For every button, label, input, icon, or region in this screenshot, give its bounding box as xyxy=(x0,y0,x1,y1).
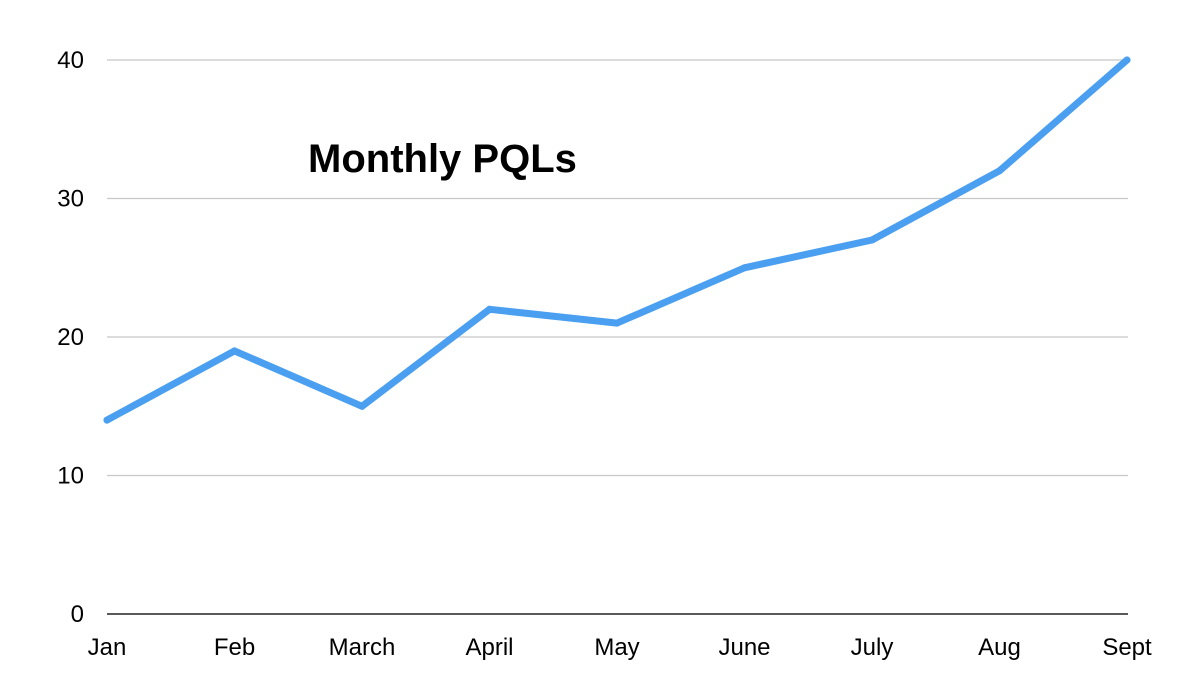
y-tick-label-10: 10 xyxy=(57,463,84,490)
data-point-sept xyxy=(1123,56,1131,64)
data-point-jan xyxy=(103,416,111,424)
data-point-march xyxy=(358,402,366,410)
y-tick-label-30: 30 xyxy=(57,186,84,213)
y-tick-label-0: 0 xyxy=(71,601,84,628)
y-tick-label-40: 40 xyxy=(57,47,84,74)
x-tick-label-june: June xyxy=(718,634,770,661)
data-point-april xyxy=(486,305,493,313)
data-point-june xyxy=(741,264,748,272)
data-point-may xyxy=(613,319,621,327)
gridlines xyxy=(107,59,1128,615)
y-axis-tick-labels: 0 10 20 30 40 xyxy=(57,47,84,628)
x-axis-tick-labels: Jan Feb March April May June July Aug Sept xyxy=(88,634,1152,661)
x-tick-label-jan: Jan xyxy=(88,634,127,661)
data-point-aug xyxy=(996,167,1003,175)
data-point-feb xyxy=(231,347,238,355)
y-tick-label-20: 20 xyxy=(57,324,84,351)
x-tick-label-july: July xyxy=(851,634,894,661)
series-line-0 xyxy=(103,56,1131,424)
x-tick-label-sept: Sept xyxy=(1102,634,1152,661)
x-tick-label-april: April xyxy=(465,634,513,661)
x-tick-label-feb: Feb xyxy=(214,634,255,661)
series-layer xyxy=(103,56,1131,424)
x-tick-label-march: March xyxy=(329,634,396,661)
chart-title: Monthly PQLs xyxy=(308,137,577,181)
x-tick-label-may: May xyxy=(594,634,639,661)
data-point-july xyxy=(868,236,876,244)
x-tick-label-aug: Aug xyxy=(978,634,1021,661)
